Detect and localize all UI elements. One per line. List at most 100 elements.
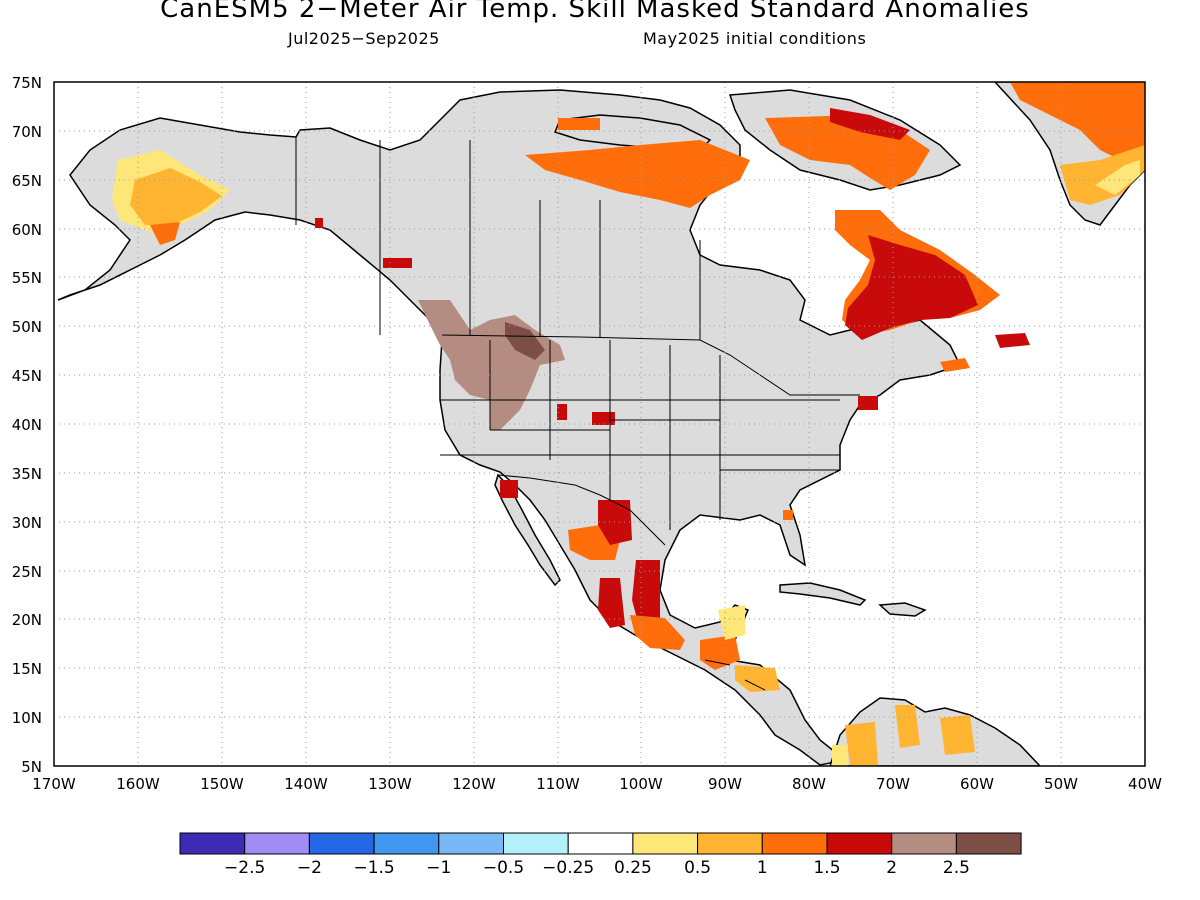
anomaly-patch-gulf-orange — [630, 615, 685, 650]
colorbar: −2.5 −2 −1.5 −1 −0.5 −0.25 0.25 0.5 1 1.5 2 2.5 — [179, 832, 1022, 878]
colorbar-swatch — [955, 832, 1022, 855]
canada-province-lines — [379, 140, 701, 340]
colorbar-tick-label: −2.5 — [224, 858, 265, 878]
lat-label: 60N — [12, 221, 42, 239]
lon-label: 60W — [960, 775, 994, 793]
central-america-borders — [704, 659, 766, 691]
anomaly-patch-arctic-red — [830, 108, 910, 140]
latitude-labels: 75N 70N 65N 60N 55N 50N 45N 40N 35N 30N … — [12, 74, 42, 776]
map-content — [54, 82, 1145, 766]
colorbar-swatch — [761, 832, 828, 855]
colorbar-tick-label: 2.5 — [943, 858, 970, 878]
anomaly-patch-florida — [783, 510, 793, 520]
anomaly-patch-alaska-orange — [130, 168, 222, 226]
initial-conditions: May2025 initial conditions — [643, 29, 867, 48]
lon-label: 160W — [116, 775, 160, 793]
political-boundaries — [295, 137, 860, 691]
longitude-labels: 170W 160W 150W 140W 130W 120W 110W 100W … — [32, 775, 1162, 793]
anomaly-patch-bc-red-2 — [315, 218, 323, 228]
anomaly-patch-colorado — [592, 412, 615, 425]
us-state-lines — [440, 340, 840, 530]
colorbar-tick-label: −1 — [426, 858, 451, 878]
colorbar-tick-label: 0.25 — [614, 858, 652, 878]
lon-label: 150W — [200, 775, 244, 793]
colorbar-swatch — [891, 832, 957, 855]
lat-label: 15N — [12, 660, 42, 678]
anomaly-patch-rockies-dark — [505, 322, 545, 360]
lon-label: 100W — [619, 775, 663, 793]
anomaly-patch-mexico-red-3 — [632, 560, 660, 630]
colorbar-swatch — [567, 832, 634, 855]
colorbar-swatch — [244, 832, 310, 855]
anomaly-patch-yucatan — [718, 605, 745, 640]
colorbar-tick-label: 2 — [886, 858, 897, 878]
lat-label: 5N — [21, 758, 42, 776]
landmass-hispaniola — [878, 602, 927, 617]
colorbar-tick-label: 0.5 — [684, 858, 711, 878]
anomaly-patch-honduras — [735, 665, 780, 692]
landmass-south-america — [829, 697, 1042, 766]
colorbar-swatch — [308, 832, 375, 855]
lat-label: 70N — [12, 123, 42, 141]
graticule — [54, 82, 1145, 766]
colorbar-tick-label: 1 — [757, 858, 768, 878]
lat-label: 40N — [12, 416, 42, 434]
colorbar-tick-label: −0.25 — [542, 858, 594, 878]
anomaly-patch-colombia — [845, 722, 878, 766]
lon-label: 130W — [368, 775, 412, 793]
anomaly-patch-venezuela-2 — [940, 715, 975, 755]
anomaly-patch-wyoming — [557, 404, 567, 420]
anomaly-patch-nyc — [858, 396, 878, 410]
anomaly-patch-quebec-red — [845, 235, 978, 340]
colorbar-swatch — [697, 832, 763, 855]
anomaly-patch-newfoundland — [995, 333, 1030, 348]
anomaly-patch-venezuela-3 — [832, 745, 848, 766]
lat-label: 50N — [12, 318, 42, 336]
landmass-cuba — [779, 582, 867, 606]
us-mexico-border — [497, 474, 666, 546]
forecast-period: Jul2025−Sep2025 — [288, 29, 440, 48]
lon-label: 50W — [1044, 775, 1078, 793]
anomaly-patch-greenland-light — [1095, 160, 1140, 195]
landmass-baja — [494, 473, 561, 587]
anomaly-patch-greenland-yellow — [1060, 145, 1145, 205]
anomaly-patch-mexico-red-2 — [598, 578, 625, 628]
anomaly-patch-bc-red-1 — [383, 258, 412, 268]
lon-label: 80W — [792, 775, 826, 793]
lat-label: 10N — [12, 709, 42, 727]
colorbar-swatch — [438, 832, 504, 855]
lat-label: 45N — [12, 367, 42, 385]
lat-label: 35N — [12, 465, 42, 483]
colorbar-tick-label: −2 — [297, 858, 322, 878]
colorbar-tick-label: −1.5 — [353, 858, 394, 878]
lat-label: 30N — [12, 514, 42, 532]
lat-label: 65N — [12, 172, 42, 190]
colorbar-swatch — [373, 832, 440, 855]
anomaly-patch-arizona — [500, 480, 518, 498]
lon-label: 140W — [284, 775, 328, 793]
lat-label: 25N — [12, 563, 42, 581]
lon-label: 120W — [452, 775, 496, 793]
anomaly-patches — [112, 82, 1145, 766]
lon-label: 90W — [708, 775, 742, 793]
colorbar-tick-label: 1.5 — [813, 858, 840, 878]
anomaly-patch-maritimes — [940, 358, 970, 372]
lon-label: 70W — [876, 775, 910, 793]
lat-label: 75N — [12, 74, 42, 92]
map-frame — [53, 81, 1146, 767]
us-canada-border — [441, 334, 860, 396]
colorbar-swatch — [632, 832, 699, 855]
colorbar-swatch — [826, 832, 893, 855]
anomaly-patch-greenland-orange — [1010, 82, 1145, 160]
lon-label: 170W — [32, 775, 76, 793]
anomaly-patch-venezuela-1 — [895, 705, 920, 748]
lon-label: 40W — [1128, 775, 1162, 793]
lon-label: 110W — [536, 775, 580, 793]
anomaly-patch-arctic-orange-1 — [525, 140, 750, 208]
colorbar-swatch — [179, 832, 246, 855]
anomaly-patch-arctic-orange-2 — [558, 118, 600, 130]
colorbar-tick-label: −0.5 — [483, 858, 524, 878]
anomaly-patch-alaska-peninsula — [150, 222, 180, 245]
lat-label: 20N — [12, 611, 42, 629]
